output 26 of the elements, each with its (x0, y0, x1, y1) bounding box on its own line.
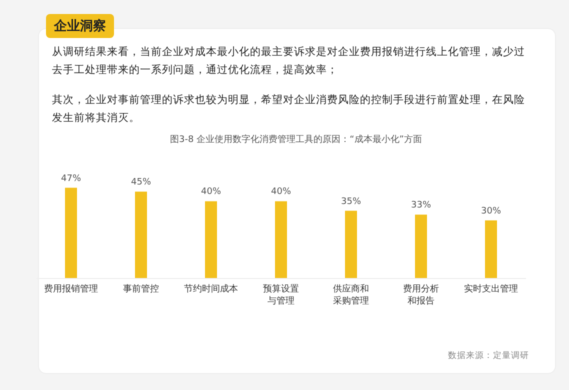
bar (415, 214, 427, 278)
x-tick-label: 费用分析和报告 (403, 284, 439, 306)
bar (65, 188, 77, 278)
data-label: 33% (410, 200, 432, 211)
data-label: 40% (200, 187, 222, 198)
data-label: 40% (270, 187, 292, 198)
x-tick-label: 事前管控 (123, 284, 159, 294)
x-tick-label: 预算设置与管理 (263, 284, 299, 306)
x-tick-label: 费用报销管理 (44, 284, 98, 294)
bar (275, 201, 287, 278)
data-label: 30% (480, 206, 502, 216)
text: 从调研结果来看，当前企业对成本最小化的最主要诉求是对企业费用报销进行线上化管理，减少过去手工处理带来的一系列问题，通过优化流程，提高效率； (52, 45, 526, 78)
data-label: 47% (60, 174, 82, 184)
x-tick-label: 实时支出管理 (464, 284, 518, 294)
x-tick-label: 供应商和采购管理 (333, 284, 369, 306)
bar (345, 210, 357, 278)
bar (135, 192, 147, 278)
data-label: 45% (130, 178, 152, 188)
source-note: 数据来源：定量调研 (448, 350, 529, 362)
x-tick-label: 节约时间成本 (184, 284, 238, 294)
data-label: 35% (340, 196, 362, 207)
chart-title: 图3-8 企业使用数字化消费管理工具的原因：“成本最小化”方面 (169, 134, 423, 146)
bar (205, 201, 217, 278)
text: 企业洞察 (46, 14, 114, 38)
bar (485, 220, 497, 278)
text: 其次，企业对事前管理的诉求也较为明显，希望对企业消费风险的控制手段进行前置处理，在风险发生前将其消灭。 (52, 93, 526, 126)
